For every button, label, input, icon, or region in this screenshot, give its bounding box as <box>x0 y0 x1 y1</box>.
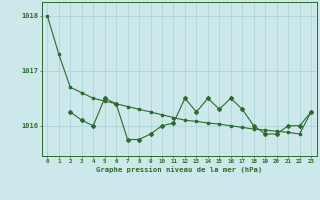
X-axis label: Graphe pression niveau de la mer (hPa): Graphe pression niveau de la mer (hPa) <box>96 166 262 173</box>
